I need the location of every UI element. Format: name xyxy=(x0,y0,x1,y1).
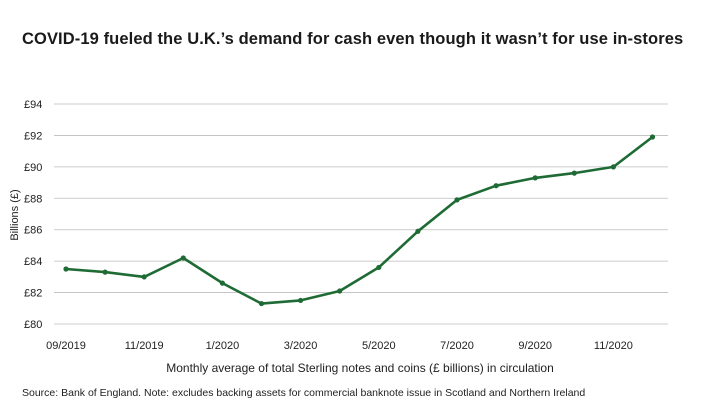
y-tick-label: £90 xyxy=(24,162,42,174)
x-tick-label: 1/2020 xyxy=(206,340,240,352)
x-tick-label: 09/2019 xyxy=(46,340,86,352)
data-point xyxy=(219,280,225,286)
data-point xyxy=(376,264,382,271)
data-point xyxy=(102,269,108,275)
y-tick-labels: £80 £82 £84 £86 £88 £90 £92 £94 xyxy=(24,99,42,331)
y-axis-label: Billions (£) xyxy=(9,189,21,240)
source-note: Source: Bank of England. Note: excludes … xyxy=(22,387,585,399)
x-tick-label: 5/2020 xyxy=(362,340,396,352)
data-point xyxy=(571,170,577,176)
data-point xyxy=(141,274,147,280)
data-point xyxy=(180,255,186,261)
series-line xyxy=(65,135,654,305)
data-point xyxy=(493,183,499,189)
data-point xyxy=(532,175,538,181)
x-tick-label: 3/2020 xyxy=(284,340,318,352)
chart-title: COVID-19 fueled the U.K.’s demand for ca… xyxy=(22,30,684,48)
data-point xyxy=(63,266,69,272)
y-tick-label: £86 xyxy=(24,225,42,237)
y-tick-label: £84 xyxy=(24,256,42,268)
y-tick-label: £92 xyxy=(24,130,42,142)
y-tick-label: £82 xyxy=(24,288,42,300)
data-point xyxy=(337,288,343,294)
data-point xyxy=(298,297,304,304)
x-tick-label: 11/2020 xyxy=(594,340,633,352)
data-point xyxy=(610,164,617,170)
data-point xyxy=(454,197,460,203)
x-tick-label: 7/2020 xyxy=(440,340,474,352)
y-tick-label: £80 xyxy=(24,319,42,331)
data-point xyxy=(415,228,421,234)
y-tick-label: £94 xyxy=(24,99,42,111)
gridlines xyxy=(54,103,668,325)
data-point xyxy=(258,300,265,307)
x-axis-label: Monthly average of total Sterling notes … xyxy=(166,361,554,375)
data-points xyxy=(63,134,656,307)
y-tick-label: £88 xyxy=(24,193,42,205)
x-tick-labels: 09/2019 11/2019 1/2020 3/2020 5/2020 7/2020 9/… xyxy=(46,340,633,352)
data-point xyxy=(649,134,656,140)
x-tick-label: 9/2020 xyxy=(518,340,552,352)
x-tick-label: 11/2019 xyxy=(125,340,164,352)
